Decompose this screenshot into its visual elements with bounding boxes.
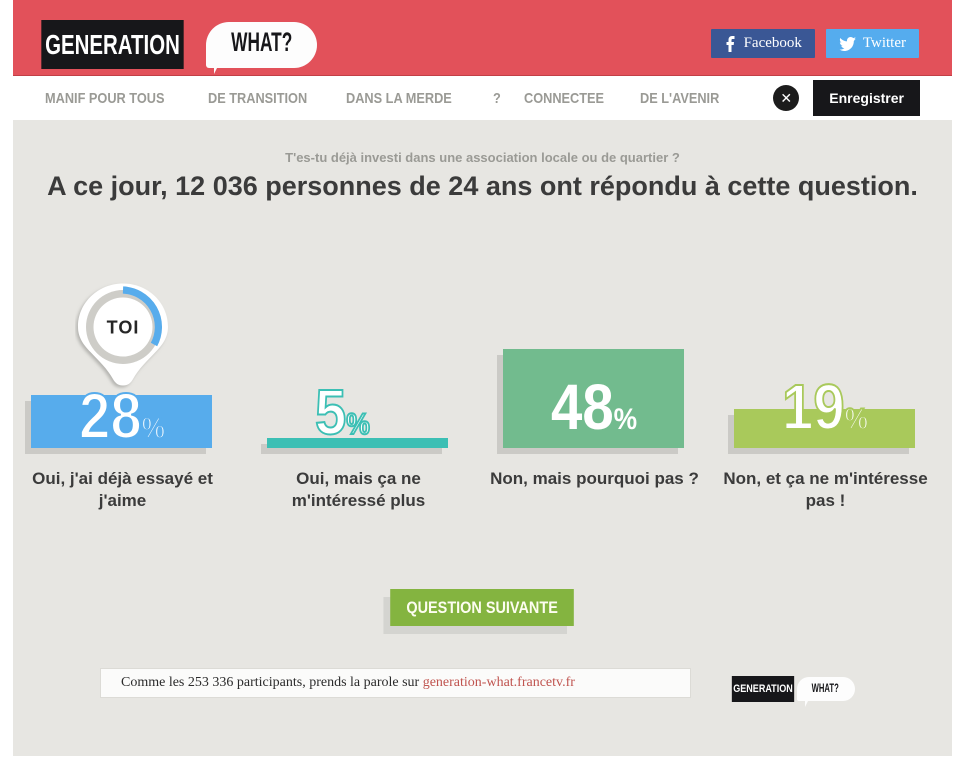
svg-text:TOI: TOI (106, 318, 139, 338)
